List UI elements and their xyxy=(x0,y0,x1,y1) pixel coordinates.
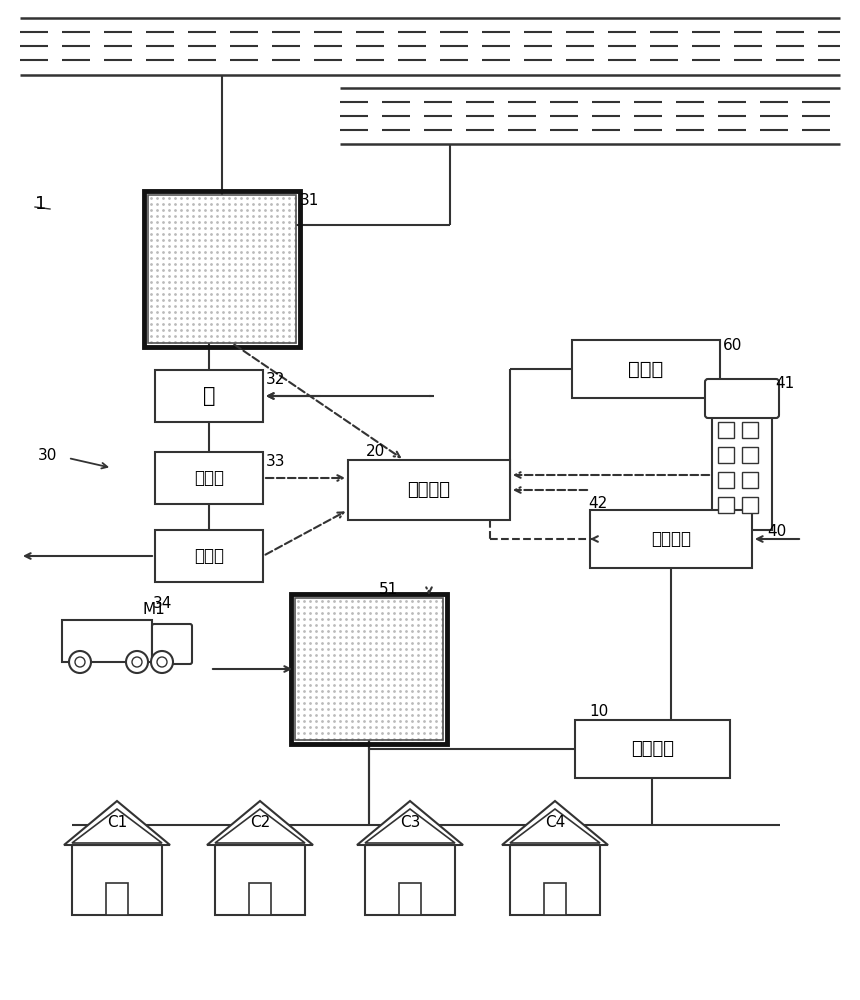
Text: M1: M1 xyxy=(142,602,165,617)
Text: 服务器: 服务器 xyxy=(629,360,664,378)
Bar xyxy=(72,845,162,915)
Bar xyxy=(575,720,730,778)
Bar xyxy=(144,191,300,347)
Bar xyxy=(718,472,734,488)
Text: 20: 20 xyxy=(366,444,385,459)
Bar xyxy=(590,510,752,568)
Text: 过滤器: 过滤器 xyxy=(194,547,224,565)
Bar xyxy=(215,845,305,915)
Bar xyxy=(742,447,758,463)
FancyBboxPatch shape xyxy=(705,379,779,418)
Circle shape xyxy=(132,657,142,667)
Text: 60: 60 xyxy=(723,338,742,353)
Bar xyxy=(148,195,296,343)
Bar xyxy=(718,422,734,438)
Polygon shape xyxy=(207,801,313,845)
Text: 泅: 泅 xyxy=(203,386,215,406)
Circle shape xyxy=(69,651,91,673)
Bar xyxy=(291,594,447,744)
FancyBboxPatch shape xyxy=(152,624,192,664)
Text: C4: C4 xyxy=(545,815,565,830)
Text: 终端装置: 终端装置 xyxy=(631,740,674,758)
Text: C3: C3 xyxy=(400,815,421,830)
Text: 41: 41 xyxy=(775,376,795,391)
Circle shape xyxy=(75,657,85,667)
Bar xyxy=(718,497,734,513)
Bar xyxy=(348,460,510,520)
Bar xyxy=(572,340,720,398)
Text: 40: 40 xyxy=(768,524,787,539)
Polygon shape xyxy=(72,809,162,843)
Circle shape xyxy=(151,651,173,673)
Bar xyxy=(742,422,758,438)
Text: 33: 33 xyxy=(266,454,286,469)
Text: 除泡器: 除泡器 xyxy=(194,469,224,487)
Bar xyxy=(510,845,600,915)
Text: 34: 34 xyxy=(153,596,172,611)
Bar xyxy=(295,598,443,740)
Text: 10: 10 xyxy=(589,704,608,719)
Polygon shape xyxy=(357,801,463,845)
Bar xyxy=(742,472,758,488)
Polygon shape xyxy=(365,809,455,843)
Text: 42: 42 xyxy=(588,496,607,511)
Bar xyxy=(249,883,271,915)
Text: 1: 1 xyxy=(35,195,46,213)
Polygon shape xyxy=(510,809,600,843)
Bar xyxy=(155,530,263,582)
Bar xyxy=(544,883,566,915)
Bar xyxy=(155,370,263,422)
Bar xyxy=(742,497,758,513)
Bar xyxy=(718,447,734,463)
Bar xyxy=(365,845,455,915)
Text: 51: 51 xyxy=(379,582,398,597)
Text: 净水设备: 净水设备 xyxy=(651,530,691,548)
Text: 控制装置: 控制装置 xyxy=(408,481,451,499)
Polygon shape xyxy=(215,809,305,843)
Polygon shape xyxy=(64,801,170,845)
Bar xyxy=(62,620,152,662)
Text: C2: C2 xyxy=(250,815,270,830)
Polygon shape xyxy=(502,801,608,845)
Circle shape xyxy=(157,657,167,667)
Text: 30: 30 xyxy=(38,448,58,463)
Bar xyxy=(106,883,128,915)
Text: 31: 31 xyxy=(300,193,319,208)
Text: C1: C1 xyxy=(107,815,127,830)
Bar xyxy=(712,415,772,530)
Bar xyxy=(399,883,421,915)
Circle shape xyxy=(126,651,148,673)
Text: 32: 32 xyxy=(266,372,286,387)
Bar xyxy=(155,452,263,504)
